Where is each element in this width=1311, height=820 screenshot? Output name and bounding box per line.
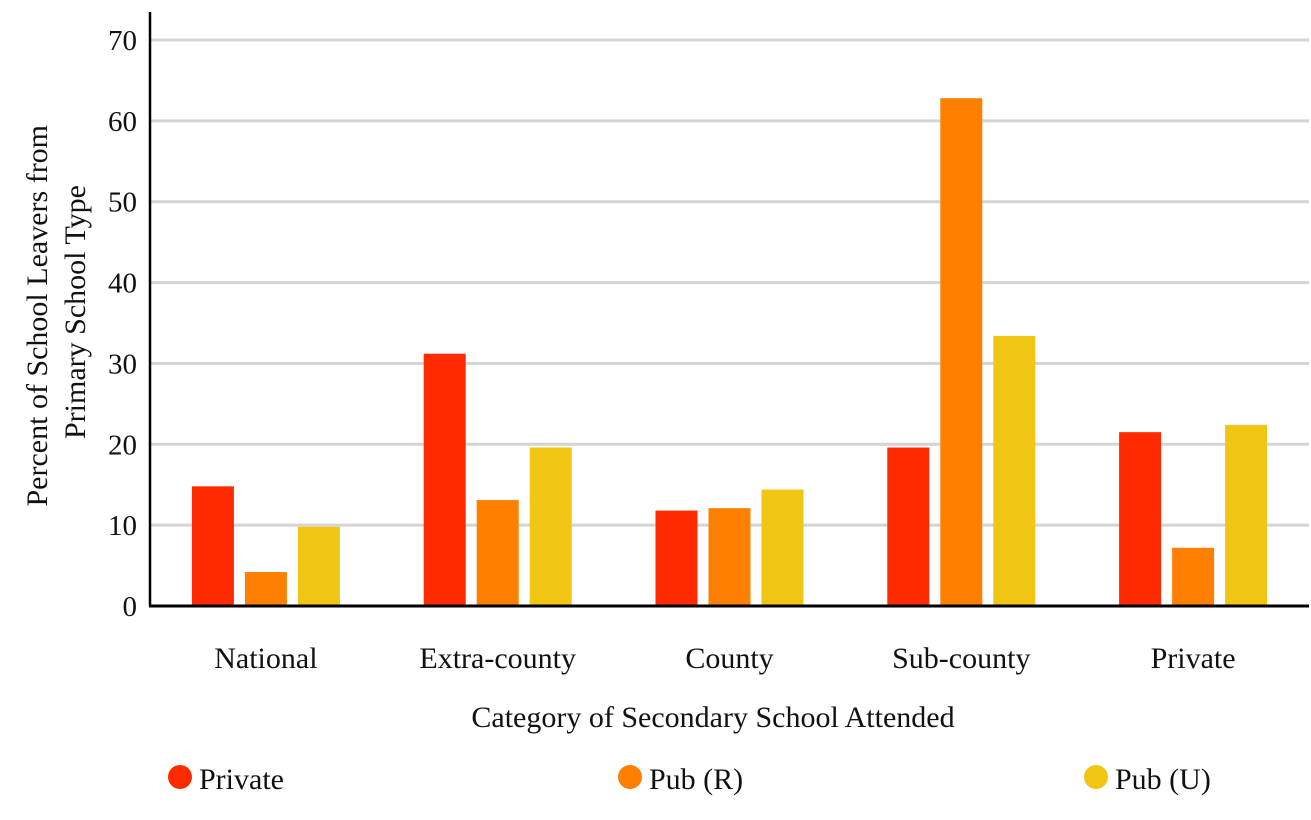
y-tick-label: 40 xyxy=(108,268,137,300)
y-axis-title: Percent of School Leavers from Primary S… xyxy=(21,117,92,506)
bar-pub-r-county xyxy=(708,508,751,606)
gridlines xyxy=(150,38,1309,527)
bars xyxy=(191,98,1268,607)
x-tick-label: Sub-county xyxy=(892,642,1030,675)
bar-private-national xyxy=(191,486,234,606)
y-tick-label: 50 xyxy=(108,187,137,219)
legend-item: Pub (R) xyxy=(618,763,743,796)
bar-pub-u-county xyxy=(761,489,804,606)
legend-label: Pub (U) xyxy=(1115,763,1211,796)
legend-label: Private xyxy=(199,763,284,796)
y-tick-labels: 0 10 20 30 40 50 60 70 xyxy=(108,25,137,623)
legend-item: Pub (U) xyxy=(1084,763,1211,796)
legend-item: Private xyxy=(168,763,284,796)
bar-pub-u-private xyxy=(1225,424,1268,606)
y-tick-label: 10 xyxy=(108,510,137,542)
bar-private-county xyxy=(655,510,698,606)
x-tick-label: National xyxy=(214,642,317,675)
x-tick-label: Private xyxy=(1151,642,1236,675)
y-tick-label: 30 xyxy=(108,348,137,380)
bar-pub-u-sub-county xyxy=(993,335,1036,606)
y-tick-label: 0 xyxy=(123,591,138,623)
bar-pub-r-extra-county xyxy=(476,500,519,606)
bar-pub-r-sub-county xyxy=(940,98,983,607)
bar-pub-u-national xyxy=(297,526,340,606)
legend: Private Pub (R) Pub (U) xyxy=(168,763,1211,796)
bar-private-private xyxy=(1119,432,1162,606)
x-tick-label: County xyxy=(685,642,773,675)
x-tick-label: Extra-county xyxy=(419,642,576,675)
bar-pub-r-national xyxy=(244,572,287,606)
legend-swatch xyxy=(1084,765,1108,789)
y-tick-label: 70 xyxy=(108,25,137,57)
y-axis-title-line-1: Percent of School Leavers from xyxy=(21,125,54,507)
y-tick-label: 60 xyxy=(108,106,137,138)
x-tick-labels: National Extra-county County Sub-county Priv… xyxy=(214,642,1235,675)
y-tick-label: 20 xyxy=(108,429,137,461)
bar-pub-u-extra-county xyxy=(529,447,572,606)
x-axis-title: Category of Secondary School Attended xyxy=(471,701,954,734)
axes xyxy=(148,12,1309,608)
bar-private-extra-county xyxy=(423,353,466,606)
bar-private-sub-county xyxy=(887,447,930,606)
y-axis-title-line-2: Primary School Type xyxy=(59,185,92,439)
legend-swatch xyxy=(168,765,192,789)
bar-pub-r-private xyxy=(1172,547,1215,606)
legend-label: Pub (R) xyxy=(649,763,743,796)
legend-swatch xyxy=(618,765,642,789)
